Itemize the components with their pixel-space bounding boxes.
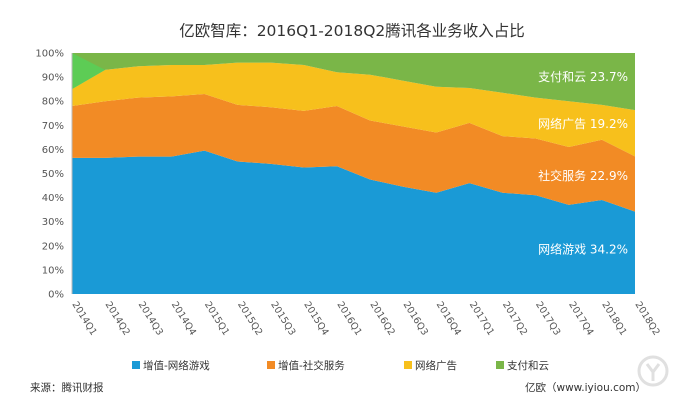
legend: 增值-网络游戏 增值-社交服务 网络广告 支付和云: [132, 359, 549, 372]
area-series-2: [72, 93, 635, 212]
y-axis: 0% 10% 20% 30% 40% 50% 60% 70% 80% 90% 100%: [35, 49, 73, 301]
x-tick-label: 2015Q1: [202, 300, 231, 338]
area-label-支付和云: 支付和云 23.7%: [538, 70, 628, 84]
x-tick-label: 2014Q4: [169, 300, 198, 338]
legend-swatch: [267, 361, 275, 369]
y-tick-label: 80%: [42, 97, 64, 108]
y-tick-label: 30%: [42, 217, 64, 228]
area-series-3: [72, 62, 635, 157]
legend-label: 增值-社交服务: [278, 359, 345, 372]
y-tick-label: 60%: [42, 145, 64, 156]
x-tick-label: 2017Q4: [566, 300, 595, 338]
legend-label: 支付和云: [507, 359, 549, 372]
y-tick-label: 100%: [35, 49, 64, 60]
x-tick-label: 2018Q1: [599, 300, 628, 338]
y-tick-label: 20%: [42, 241, 64, 252]
credit-note: 亿欧（www.iyiou.com）: [525, 382, 647, 394]
plot-areas: [72, 53, 635, 294]
area-label-网络广告: 网络广告 19.2%: [538, 116, 628, 131]
y-tick-label: 70%: [42, 121, 64, 132]
legend-swatch: [404, 361, 412, 369]
x-tick-label: 2014Q3: [136, 300, 165, 338]
x-tick-label: 2016Q2: [368, 300, 397, 338]
x-tick-label: 2018Q2: [632, 300, 661, 338]
y-tick-label: 50%: [42, 169, 64, 180]
iyiou-logo-icon: [637, 355, 669, 387]
x-tick-label: 2015Q2: [235, 300, 264, 338]
x-tick-label: 2014Q1: [69, 300, 98, 338]
x-tick-label: 2016Q1: [334, 300, 363, 338]
area-label-增值-网络游戏: 网络游戏 34.2%: [538, 241, 628, 256]
x-tick-label: 2017Q1: [467, 300, 496, 338]
y-tick-label: 40%: [42, 193, 64, 204]
area-series-1: [72, 150, 635, 294]
area-labels: 支付和云 23.7% 网络广告 19.2% 社交服务 22.9% 网络游戏 34.2%: [538, 70, 628, 256]
legend-label: 增值-网络游戏: [143, 359, 210, 372]
x-tick-label: 2016Q3: [401, 300, 430, 338]
y-tick-label: 10%: [42, 265, 64, 276]
x-tick-label: 2017Q2: [500, 300, 529, 338]
y-tick-label: 0%: [48, 290, 64, 301]
x-tick-label: 2015Q4: [301, 300, 330, 338]
chart-title: 亿欧智库：2016Q1-2018Q2腾讯各业务收入占比: [179, 22, 525, 40]
source-note: 来源：腾讯财报: [30, 382, 104, 394]
x-tick-label: 2015Q3: [268, 300, 297, 338]
x-tick-label: 2016Q4: [434, 300, 463, 338]
legend-swatch: [132, 361, 140, 369]
legend-label: 网络广告: [415, 359, 457, 372]
x-tick-label: 2017Q3: [533, 300, 562, 338]
legend-swatch: [496, 361, 504, 369]
area-series-4: [72, 53, 635, 111]
y-tick-label: 90%: [42, 73, 64, 84]
x-axis: 2014Q1 2014Q2 2014Q3 2014Q4 2015Q1 2015Q2 2015…: [69, 300, 661, 338]
area-label-增值-社交服务: 社交服务 22.9%: [538, 168, 628, 183]
area-highlight: [72, 53, 106, 90]
x-tick-label: 2014Q2: [103, 300, 132, 338]
